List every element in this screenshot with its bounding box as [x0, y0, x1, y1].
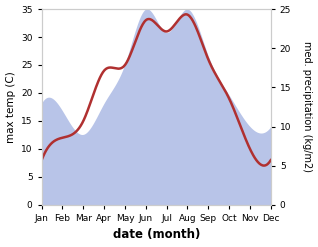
Y-axis label: med. precipitation (kg/m2): med. precipitation (kg/m2) [302, 41, 313, 172]
X-axis label: date (month): date (month) [113, 228, 200, 242]
Y-axis label: max temp (C): max temp (C) [5, 71, 16, 143]
